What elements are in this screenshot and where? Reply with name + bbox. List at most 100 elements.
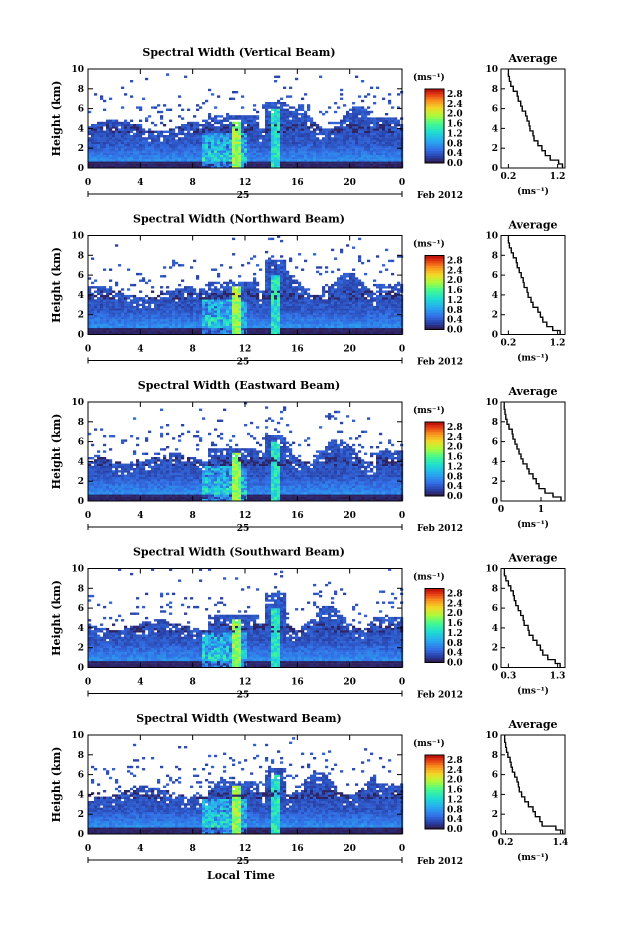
heatmap-cell <box>370 154 374 158</box>
heatmap-cell <box>157 314 161 318</box>
heatmap-cell <box>316 148 320 151</box>
heatmap-cell <box>136 312 140 315</box>
heatmap-cell <box>289 137 293 140</box>
heatmap-cell <box>157 139 161 142</box>
heatmap-cell <box>238 314 242 318</box>
heatmap-cell <box>274 104 278 107</box>
heatmap-cell <box>313 321 317 324</box>
heatmap-cell <box>88 323 92 326</box>
heatmap-cell <box>121 323 125 326</box>
heatmap-cell <box>187 332 191 335</box>
heatmap-cell <box>328 299 332 302</box>
heatmap-cell <box>283 264 287 267</box>
heatmap-cell <box>367 159 371 162</box>
heatmap-cell <box>91 308 95 311</box>
heatmap-cell <box>181 323 185 326</box>
heatmap-cell <box>295 305 299 309</box>
heatmap-cell <box>382 312 386 315</box>
heatmap-cell <box>271 279 275 282</box>
heatmap-cell <box>391 308 395 311</box>
heatmap-cell <box>94 323 98 326</box>
heatmap-cell <box>100 132 104 136</box>
heatmap-cell <box>304 321 308 324</box>
heatmap-cell <box>97 152 101 155</box>
heatmap-cell <box>199 294 203 298</box>
heatmap-cell <box>376 305 380 309</box>
heatmap-cell <box>211 325 215 329</box>
heatmap-cell <box>358 299 362 302</box>
heatmap-cell <box>307 323 311 326</box>
heatmap-cell <box>349 303 353 307</box>
heatmap-cell <box>376 143 380 147</box>
heatmap-cell <box>247 325 251 329</box>
heatmap-cell <box>169 290 173 293</box>
heatmap-cell <box>388 148 392 151</box>
heatmap-cell <box>124 163 128 166</box>
heatmap-cell <box>313 305 317 309</box>
heatmap-cell <box>115 132 119 136</box>
heatmap-cell <box>244 139 248 142</box>
heatmap-cell <box>352 163 356 166</box>
heatmap-cell <box>340 301 344 304</box>
heatmap-cell <box>169 310 173 313</box>
y-tick-label: 0 <box>78 164 84 174</box>
heatmap-cell <box>148 327 152 331</box>
heatmap-cell <box>313 301 317 304</box>
heatmap-cell <box>367 303 371 307</box>
heatmap-cell <box>154 325 158 329</box>
heatmap-cell <box>307 104 311 107</box>
heatmap-cell <box>142 159 146 162</box>
heatmap-cell <box>328 152 332 155</box>
heatmap-cell <box>112 161 116 164</box>
heatmap-cell <box>223 292 227 296</box>
heatmap-cell <box>244 299 248 302</box>
heatmap-cell <box>139 303 143 307</box>
heatmap-cell <box>358 255 362 258</box>
heatmap-cell <box>277 154 281 158</box>
heatmap-cell <box>268 314 272 318</box>
heatmap-cell <box>241 161 245 164</box>
heatmap-cell <box>346 126 350 129</box>
heatmap-cell <box>364 314 368 318</box>
heatmap-cell <box>334 292 338 296</box>
heatmap-cell <box>112 294 116 298</box>
heatmap-cell <box>379 288 383 291</box>
heatmap-cell <box>316 143 320 147</box>
heatmap-cell <box>271 121 275 125</box>
heatmap-cell <box>331 150 335 153</box>
heatmap-cell <box>319 152 323 155</box>
heatmap-cell <box>139 126 143 129</box>
heatmap-cell <box>319 294 323 298</box>
heatmap-cell <box>397 128 401 131</box>
heatmap-cell <box>145 281 149 285</box>
heatmap-cell <box>175 327 179 331</box>
heatmap-cell <box>319 308 323 311</box>
heatmap-cell <box>319 297 323 300</box>
y-tick-label: 8 <box>78 251 84 261</box>
heatmap-cell <box>355 310 359 313</box>
heatmap-cell <box>262 330 266 333</box>
heatmap-cell <box>181 308 185 311</box>
heatmap-cell <box>88 325 92 329</box>
heatmap-cell <box>124 303 128 307</box>
heatmap-cell <box>388 119 392 122</box>
heatmap-cell <box>319 159 323 162</box>
heatmap-cell <box>397 152 401 155</box>
heatmap-cell <box>247 332 251 335</box>
heatmap-cell <box>289 139 293 142</box>
heatmap-cell <box>274 143 278 147</box>
heatmap-cell <box>97 143 101 147</box>
heatmap-cell <box>241 139 245 142</box>
heatmap-cell <box>355 283 359 287</box>
heatmap-cell <box>319 303 323 307</box>
heatmap-cell <box>229 294 233 298</box>
heatmap-cell <box>274 75 278 78</box>
heatmap-cell <box>274 150 278 153</box>
heatmap-cell <box>163 275 167 278</box>
heatmap-cell <box>211 310 215 313</box>
heatmap-cell <box>280 261 284 265</box>
heatmap-cell <box>100 146 104 149</box>
heatmap-cell <box>253 115 257 118</box>
heatmap-cell <box>250 301 254 304</box>
heatmap-cell <box>106 146 110 149</box>
